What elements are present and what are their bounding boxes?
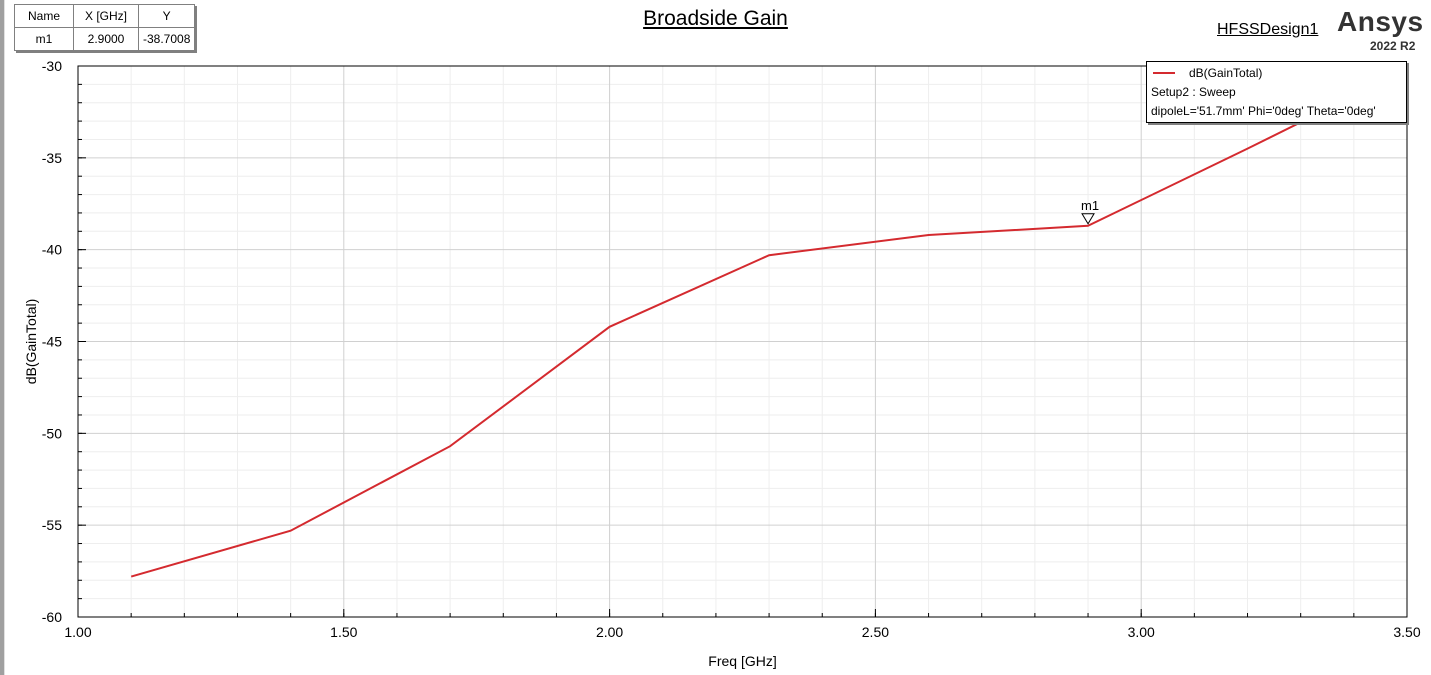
legend-box[interactable]: dB(GainTotal) Setup2 : Sweep dipoleL='51… xyxy=(1146,61,1407,123)
y-tick-label: -60 xyxy=(42,609,62,625)
brand-logo: Ansys xyxy=(1337,6,1424,37)
marker-table[interactable]: Name X [GHz] Y m1 2.9000 -38.7008 xyxy=(14,4,196,51)
design-name: HFSSDesign1 xyxy=(1217,21,1319,38)
marker-x-cell: 2.9000 xyxy=(73,27,139,51)
y-axis-label: dB(GainTotal) xyxy=(23,299,39,385)
version-label: 2022 R2 xyxy=(1370,39,1416,53)
marker-name-cell: m1 xyxy=(14,27,74,51)
marker-table-row[interactable]: m1 2.9000 -38.7008 xyxy=(14,27,196,51)
legend-setup: Setup2 : Sweep xyxy=(1151,85,1236,99)
legend-series-swatch xyxy=(1153,72,1175,74)
y-tick-label: -35 xyxy=(42,150,62,166)
series-line-gain-total[interactable] xyxy=(130,68,1407,578)
marker-y-cell: -38.7008 xyxy=(137,27,196,51)
x-axis-label: Freq [GHz] xyxy=(708,653,776,669)
y-tick-label: -40 xyxy=(42,242,62,258)
legend-series-name: dB(GainTotal) xyxy=(1189,66,1263,80)
chart-title: Broadside Gain xyxy=(643,7,788,30)
marker-table-header-row: Name X [GHz] Y xyxy=(14,4,196,28)
x-tick-label: 2.50 xyxy=(862,624,889,640)
y-tick-label: -45 xyxy=(42,334,62,350)
marker-triangle-icon[interactable] xyxy=(1081,213,1095,225)
x-tick-label: 3.50 xyxy=(1393,624,1420,640)
x-tick-label: 3.00 xyxy=(1128,624,1155,640)
window-border-highlight xyxy=(4,0,5,675)
x-tick-label: 2.00 xyxy=(596,624,623,640)
y-tick-label: -55 xyxy=(42,517,62,533)
legend-variables: dipoleL='51.7mm' Phi='0deg' Theta='0deg' xyxy=(1151,104,1376,118)
x-tick-label: 1.00 xyxy=(64,624,91,640)
y-tick-label: -30 xyxy=(42,58,62,74)
x-tick-label: 1.50 xyxy=(330,624,357,640)
y-tick-label: -50 xyxy=(42,425,62,441)
window-border xyxy=(0,0,4,675)
marker-label: m1 xyxy=(1081,198,1099,213)
